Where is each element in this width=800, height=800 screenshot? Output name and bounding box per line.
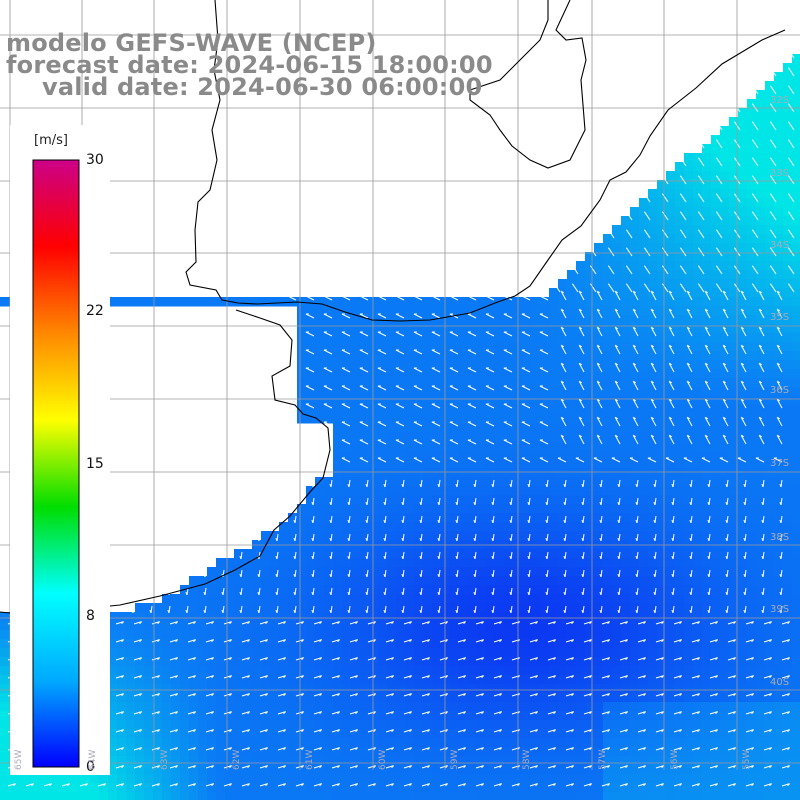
lon-label: 61W — [305, 749, 315, 770]
forecast-date: forecast date: 2024-06-15 18:00:00 — [6, 51, 493, 79]
lat-label: 38S — [770, 532, 790, 543]
lon-label: 58W — [522, 749, 532, 770]
lon-label: 57W — [598, 749, 608, 770]
lat-label: 39S — [770, 604, 790, 615]
model-title: modelo GEFS-WAVE (NCEP) — [6, 29, 377, 57]
lon-label: 55W — [742, 749, 752, 770]
colorbar-tick-30: 30 — [86, 152, 104, 168]
lon-label: 56W — [670, 749, 680, 770]
lon-label: 62W — [232, 749, 242, 770]
lat-label: 33S — [770, 168, 790, 179]
lon-label: 65W — [14, 749, 24, 770]
lat-label: 36S — [770, 385, 790, 396]
wind-vectors — [7, 49, 795, 787]
lat-label: 34S — [770, 240, 790, 251]
valid-date: valid date: 2024-06-30 06:00:00 — [42, 73, 483, 101]
lat-lon-grid — [0, 0, 800, 770]
lat-label: 35S — [770, 312, 790, 323]
wind-speed-field — [0, 54, 800, 800]
colorbar-tick-0: 0 — [86, 759, 95, 775]
lon-label: 63W — [160, 749, 170, 770]
colorbar-tick-15: 15 — [86, 456, 104, 472]
coastline — [0, 0, 786, 615]
lat-label: 32S — [770, 95, 790, 106]
colorbar-unit: [m/s] — [34, 133, 68, 148]
lon-label: 60W — [378, 749, 388, 770]
lon-label: 59W — [450, 749, 460, 770]
lat-label: 37S — [770, 458, 790, 469]
lon-label: 64W — [88, 749, 98, 770]
colorbar-tick-22: 22 — [86, 303, 104, 319]
lat-label: 40S — [770, 677, 790, 688]
colorbar-gradient — [32, 159, 80, 768]
colorbar-tick-8: 8 — [86, 608, 95, 624]
